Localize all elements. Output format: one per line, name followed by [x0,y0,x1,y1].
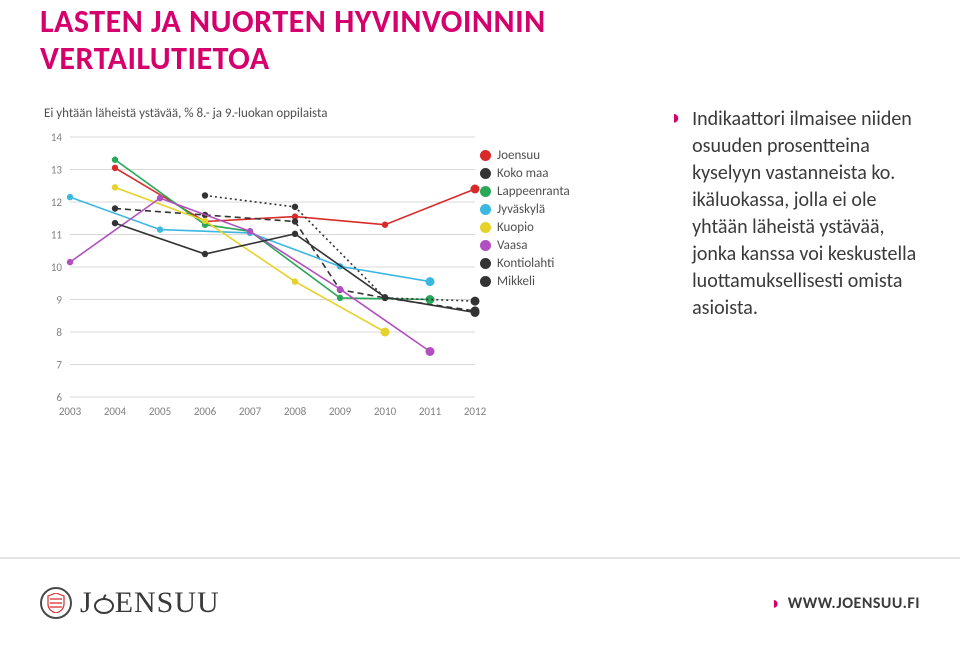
shield-icon [40,587,72,619]
legend-item: Koko maa [480,165,570,183]
title-line1: LASTEN JA NUORTEN HYVINVOINNIN [40,2,546,41]
svg-text:12: 12 [51,196,63,209]
legend-dot-icon [480,186,491,197]
legend-label: Koko maa [497,166,548,181]
legend-dot-icon [480,222,491,233]
svg-text:2008: 2008 [284,405,307,418]
svg-text:2004: 2004 [104,405,127,418]
svg-text:14: 14 [51,131,63,144]
brand-logo: JENSUU [40,586,220,620]
chart-title: Ei yhtään läheistä ystävää, % 8.- ja 9.-… [44,106,630,121]
chart-legend: Joensuu Koko maa Lappeenranta Jyväskylä Kuop… [480,147,570,291]
url-text: WWW.JOENSUU.FI [788,594,920,613]
bullet-item: ◗ Indikaattori ilmaisee niiden osuuden p… [670,106,920,322]
svg-text:2009: 2009 [329,405,352,418]
legend-dot-icon [480,258,491,269]
bullet-icon: ◗ [670,106,682,322]
svg-text:2003: 2003 [59,405,82,418]
legend-item: Kuopio [480,219,570,237]
legend-dot-icon [480,204,491,215]
legend-item: Jyväskylä [480,201,570,219]
page-title: LASTEN JA NUORTEN HYVINVOINNIN VERTAILUT… [40,0,920,78]
legend-label: Mikkeli [497,274,535,289]
svg-text:2006: 2006 [194,405,217,418]
svg-text:2011: 2011 [419,405,442,418]
title-line2: VERTAILUTIETOA [40,39,270,78]
footer-url: ◗ WWW.JOENSUU.FI [770,592,920,614]
legend-label: Kontiolahti [497,256,554,271]
legend-label: Lappeenranta [497,184,570,199]
svg-text:11: 11 [51,228,63,241]
footer: JENSUU ◗ WWW.JOENSUU.FI [0,557,960,647]
svg-text:2012: 2012 [464,405,487,418]
svg-text:10: 10 [51,261,63,274]
content-row: Ei yhtään läheistä ystävää, % 8.- ja 9.-… [40,106,920,427]
chart-column: Ei yhtään läheistä ystävää, % 8.- ja 9.-… [40,106,630,427]
svg-text:2007: 2007 [239,405,262,418]
legend-dot-icon [480,240,491,251]
legend-label: Joensuu [497,148,540,163]
legend-dot-icon [480,276,491,287]
svg-text:13: 13 [51,163,63,176]
svg-text:9: 9 [56,293,62,306]
legend-label: Kuopio [497,220,534,235]
svg-text:2010: 2010 [374,405,397,418]
legend-item: Mikkeli [480,273,570,291]
legend-label: Vaasa [497,238,527,253]
svg-text:2005: 2005 [149,405,171,418]
legend-item: Kontiolahti [480,255,570,273]
svg-text:7: 7 [56,358,62,371]
line-chart: 6 7 8 9 10 11 12 13 14 2003 2004 2005 2006 2007 2008 20… [40,127,630,427]
legend-dot-icon [480,150,491,161]
legend-item: Lappeenranta [480,183,570,201]
bullet-text: Indikaattori ilmaisee niiden osuuden pro… [692,106,920,322]
bullet-icon: ◗ [770,592,781,614]
leaf-icon [93,594,115,616]
svg-text:8: 8 [56,326,62,339]
legend-label: Jyväskylä [497,202,545,217]
svg-text:6: 6 [56,391,62,404]
brand-text: JENSUU [80,586,220,620]
legend-dot-icon [480,168,491,179]
legend-item: Vaasa [480,237,570,255]
legend-item: Joensuu [480,147,570,165]
bullet-column: ◗ Indikaattori ilmaisee niiden osuuden p… [670,106,920,427]
